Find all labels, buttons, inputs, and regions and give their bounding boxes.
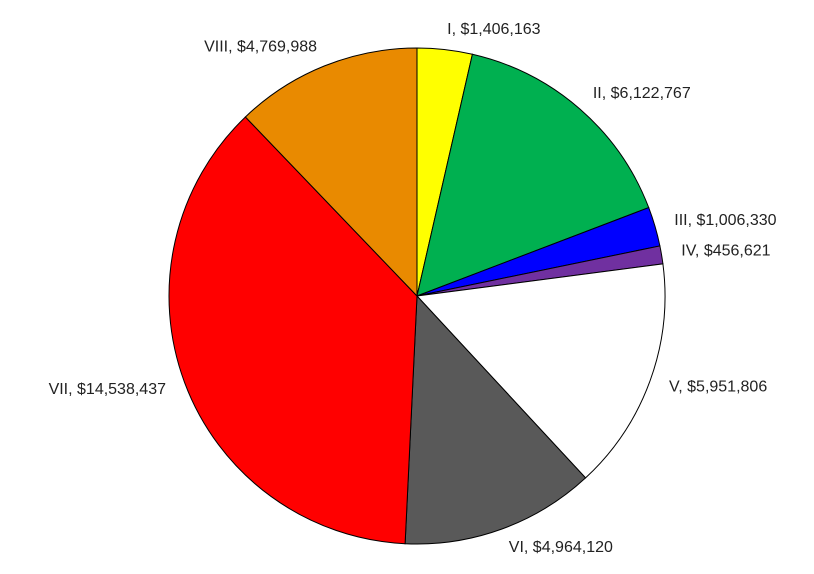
pie-slice	[244, 47, 418, 298]
data-label: II, $6,122,767	[593, 85, 691, 102]
data-label: V, $5,951,806	[669, 378, 767, 395]
data-label: VII, $14,538,437	[49, 381, 167, 398]
pie-slice	[416, 53, 650, 297]
data-label: III, $1,006,330	[674, 212, 776, 229]
data-label: VI, $4,964,120	[509, 539, 613, 556]
pie-slice	[168, 116, 418, 545]
data-label: VIII, $4,769,988	[204, 39, 317, 56]
data-label: I, $1,406,163	[447, 21, 541, 38]
data-label: IV, $456,621	[681, 243, 770, 260]
pie-slice	[415, 263, 666, 479]
pie-slice	[404, 294, 587, 545]
